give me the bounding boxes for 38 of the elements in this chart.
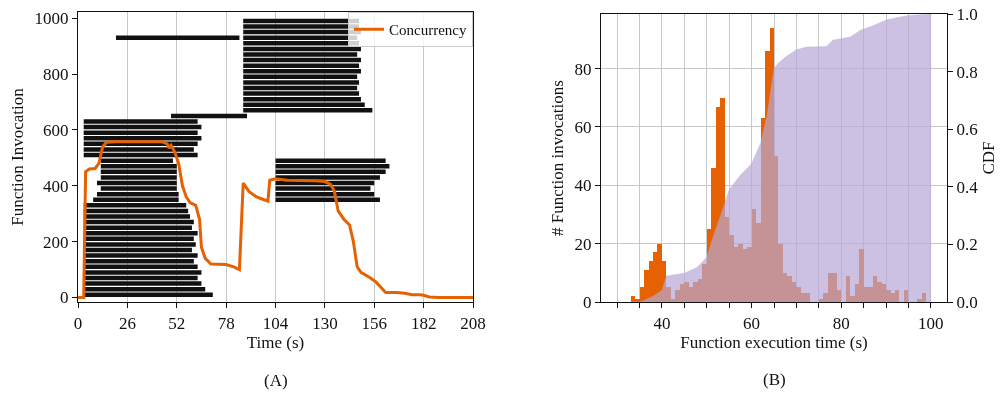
y-tick-label: 200 <box>42 232 69 252</box>
y-tick-label: 800 <box>42 64 69 84</box>
y2-tick-label: 0.6 <box>956 120 978 140</box>
x-tick-label: 130 <box>312 313 338 333</box>
y2-tick-label: 0.4 <box>956 177 979 197</box>
y-axis-title: Function Invocation <box>8 87 27 226</box>
y-axis-title: # Function invocations <box>548 80 567 236</box>
x-tick-label: 60 <box>743 313 761 333</box>
y-tick-label: 400 <box>42 176 69 196</box>
y-tick-label: 0 <box>582 292 592 312</box>
y2-tick-label: 0.2 <box>956 235 978 255</box>
legend-label: Concurrency <box>389 22 467 39</box>
y-tick-label: 40 <box>574 176 592 196</box>
y-tick-label: 60 <box>574 117 592 137</box>
x-tick-label: 156 <box>361 313 387 333</box>
x-tick-label: 52 <box>168 313 186 333</box>
x-tick-label: 0 <box>73 313 83 333</box>
y2-tick-label: 1.0 <box>956 4 978 24</box>
y-tick-label: 80 <box>574 59 592 79</box>
y2-tick-label: 0.0 <box>956 292 978 312</box>
y-tick-label: 1000 <box>34 9 69 29</box>
x-tick-label: 208 <box>460 313 486 333</box>
x-tick-label: 182 <box>410 313 437 333</box>
text: (B) <box>763 370 786 389</box>
x-axis-title: Time (s) <box>246 332 305 352</box>
y2-tick-label: 0.8 <box>956 62 978 82</box>
y-tick-label: 20 <box>574 234 592 254</box>
x-tick-label: 104 <box>262 313 289 333</box>
x-tick-label: 78 <box>217 313 235 333</box>
text: (A) <box>264 371 288 390</box>
x-axis-title: Function execution time (s) <box>680 332 868 352</box>
x-tick-label: 80 <box>832 313 850 333</box>
y-tick-label: 600 <box>42 120 69 140</box>
y2-axis-title: CDF <box>978 141 998 175</box>
x-tick-label: 26 <box>118 313 136 333</box>
y-tick-label: 0 <box>59 288 69 308</box>
x-tick-label: 100 <box>918 313 944 333</box>
x-tick-label: 40 <box>653 313 671 333</box>
